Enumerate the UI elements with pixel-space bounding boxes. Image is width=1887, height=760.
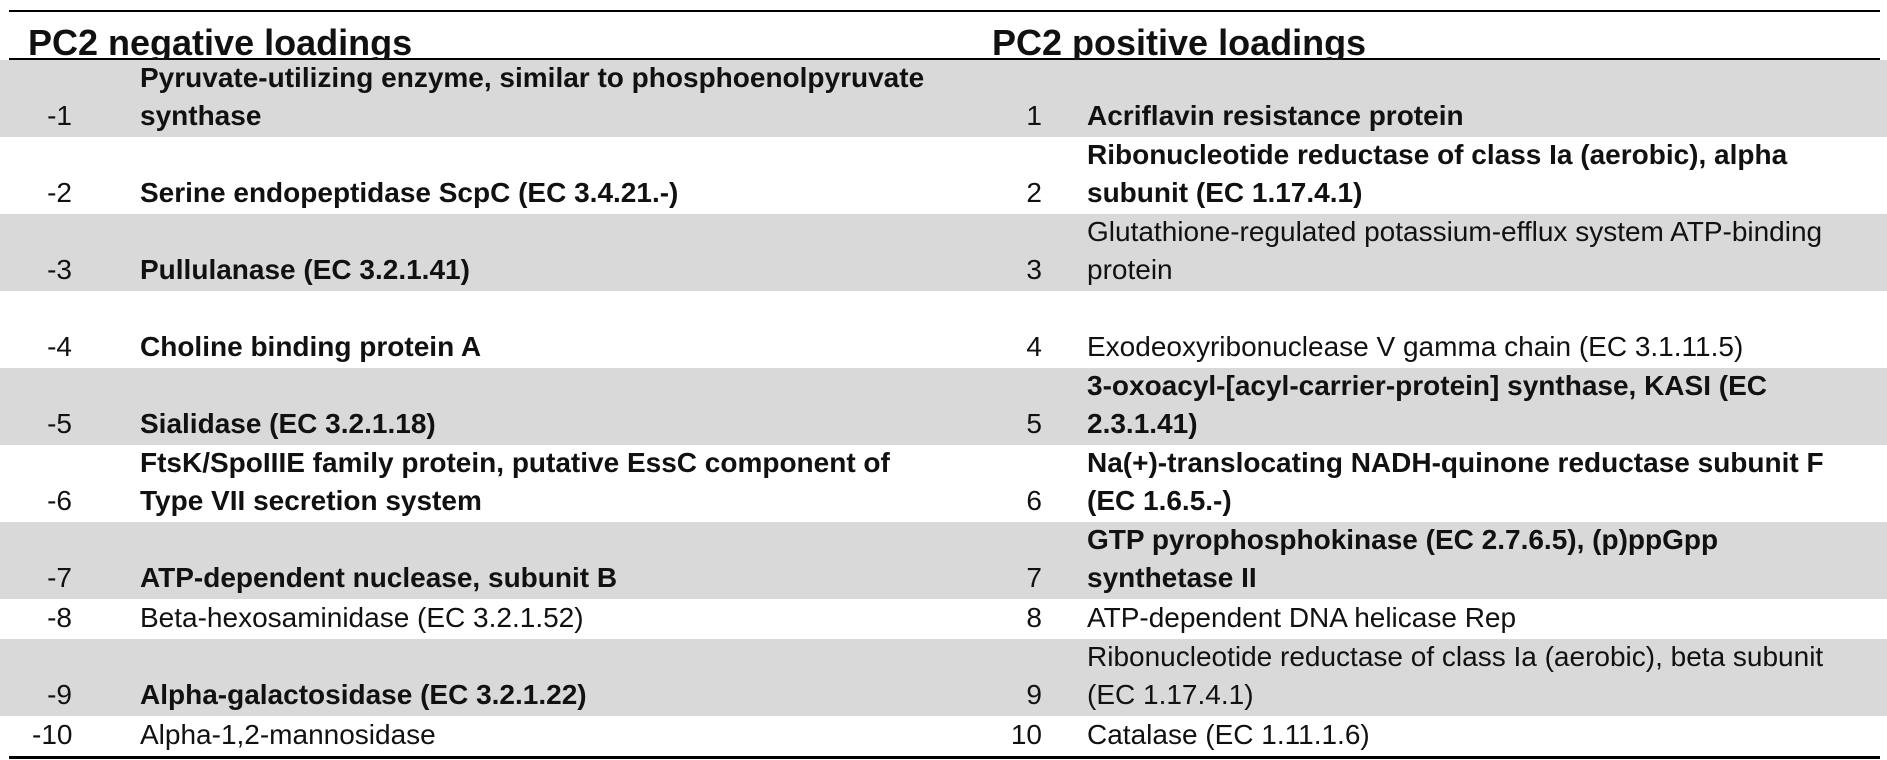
pos-description: ATP-dependent DNA helicase Rep	[1087, 602, 1517, 633]
pos-rank: 9	[1026, 679, 1042, 710]
neg-description: Sialidase (EC 3.2.1.18)	[140, 408, 436, 439]
pos-description: Ribonucleotide reductase of class Ia (ae…	[1087, 139, 1788, 208]
neg-rank: -8	[47, 602, 72, 633]
pos-rank: 2	[1026, 177, 1042, 208]
neg-rank: -5	[47, 408, 72, 439]
neg-rank: -6	[47, 485, 72, 516]
table-row: -7 ATP-dependent nuclease, subunit B 7 G…	[0, 522, 1887, 599]
pos-description: GTP pyrophosphokinase (EC 2.7.6.5), (p)p…	[1087, 524, 1719, 593]
pos-description: Glutathione-regulated potassium-efflux s…	[1087, 216, 1823, 285]
pos-description: 3-oxoacyl-[acyl-carrier-protein] synthas…	[1087, 370, 1767, 439]
neg-description: Pyruvate-utilizing enzyme, similar to ph…	[140, 62, 925, 131]
neg-description: Pullulanase (EC 3.2.1.41)	[140, 254, 470, 285]
neg-rank: -10	[32, 719, 73, 750]
table-row: -5 Sialidase (EC 3.2.1.18) 5 3-oxoacyl-[…	[0, 368, 1887, 445]
neg-rank: -2	[47, 177, 72, 208]
table-top-rule	[9, 10, 1880, 12]
pos-description: Catalase (EC 1.11.1.6)	[1087, 719, 1370, 750]
neg-description: FtsK/SpoIIIE family protein, putative Es…	[140, 447, 890, 516]
table-row: -8 Beta-hexosaminidase (EC 3.2.1.52) 8 A…	[0, 599, 1887, 639]
neg-description: Alpha-galactosidase (EC 3.2.1.22)	[140, 679, 587, 710]
loadings-table: PC2 negative loadings PC2 positive loadi…	[0, 10, 1887, 759]
pos-rank: 5	[1026, 408, 1042, 439]
pos-rank: 8	[1026, 602, 1042, 633]
table-row: -1 Pyruvate-utilizing enzyme, similar to…	[0, 60, 1887, 137]
table-row: -9 Alpha-galactosidase (EC 3.2.1.22) 9 R…	[0, 639, 1887, 716]
table-row: -3 Pullulanase (EC 3.2.1.41) 3 Glutathio…	[0, 214, 1887, 291]
header-rule	[9, 58, 1880, 60]
table-bottom-rule	[9, 756, 1880, 759]
pos-rank: 6	[1026, 485, 1042, 516]
pos-description: Ribonucleotide reductase of class Ia (ae…	[1087, 641, 1824, 710]
header-negative: PC2 negative loadings	[28, 22, 413, 63]
table-row: -6 FtsK/SpoIIIE family protein, putative…	[0, 445, 1887, 522]
table-row: -10 Alpha-1,2-mannosidase 10 Catalase (E…	[0, 716, 1887, 756]
neg-description: Serine endopeptidase ScpC (EC 3.4.21.-)	[140, 177, 679, 208]
pos-rank: 3	[1026, 254, 1042, 285]
pos-description: Na(+)-translocating NADH-quinone reducta…	[1087, 447, 1824, 516]
pos-rank: 1	[1026, 100, 1042, 131]
pos-rank: 7	[1026, 562, 1042, 593]
neg-rank: -1	[47, 100, 72, 131]
table-header: PC2 negative loadings PC2 positive loadi…	[0, 12, 1887, 63]
neg-rank: -9	[47, 679, 72, 710]
neg-description: Alpha-1,2-mannosidase	[140, 719, 436, 750]
table-row: -4 Choline binding protein A 4 Exodeoxyr…	[0, 291, 1887, 368]
pos-description: Acriflavin resistance protein	[1087, 100, 1464, 131]
neg-description: Beta-hexosaminidase (EC 3.2.1.52)	[140, 602, 584, 633]
neg-rank: -4	[47, 331, 72, 362]
table-row: -2 Serine endopeptidase ScpC (EC 3.4.21.…	[0, 137, 1887, 214]
neg-rank: -3	[47, 254, 72, 285]
pos-rank: 10	[1010, 719, 1042, 750]
neg-description: ATP-dependent nuclease, subunit B	[140, 562, 618, 593]
neg-rank: -7	[47, 562, 72, 593]
neg-description: Choline binding protein A	[140, 331, 482, 362]
pos-rank: 4	[1026, 331, 1042, 362]
pos-description: Exodeoxyribonuclease V gamma chain (EC 3…	[1087, 331, 1744, 362]
header-positive: PC2 positive loadings	[992, 22, 1367, 63]
